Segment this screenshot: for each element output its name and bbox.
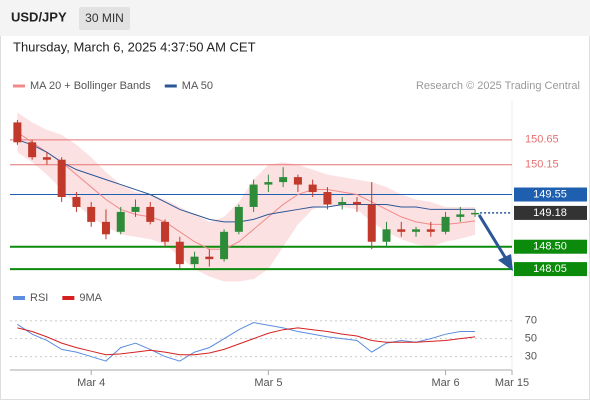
legend-label: MA 50	[182, 80, 213, 92]
candle-body	[87, 206, 96, 222]
symbol: USD/JPY	[11, 9, 67, 24]
candle-body	[456, 214, 465, 217]
candle-body	[72, 197, 81, 207]
interval-badge	[79, 7, 130, 30]
candle-body	[323, 192, 332, 205]
legend-label: RSI	[30, 292, 48, 304]
candle-body	[471, 212, 480, 215]
level-box	[514, 262, 587, 277]
last-price-label: 149.18	[533, 207, 567, 219]
candle-body	[234, 206, 243, 232]
x-tick-label: Mar 6	[431, 377, 459, 389]
x-tick-label: Mar 15	[495, 377, 529, 389]
moving-average	[17, 139, 476, 223]
candle-body	[146, 206, 155, 222]
candle-body	[175, 241, 184, 265]
candle-body	[205, 256, 214, 260]
y-tick-label: 30	[525, 350, 537, 362]
candle-body	[367, 204, 376, 242]
candle-body	[28, 142, 37, 158]
level-label: 148.05	[533, 263, 567, 275]
candle-body	[101, 221, 110, 235]
level-label: 149.55	[533, 188, 567, 200]
moving-average	[17, 131, 476, 250]
level-label: 150.15	[525, 159, 559, 171]
candle-body	[308, 184, 317, 193]
candle-body	[13, 122, 22, 143]
interval: 30 MIN	[85, 11, 124, 25]
candle-body	[116, 211, 125, 232]
candle-body	[426, 229, 435, 232]
candle-body	[338, 201, 347, 205]
rsi-line	[17, 322, 476, 362]
level-label: 148.50	[533, 241, 567, 253]
candle-body	[190, 256, 199, 265]
bollinger-band	[17, 112, 476, 282]
source: Research © 2025 Trading Central	[416, 80, 580, 92]
level-label: 150.65	[525, 134, 559, 146]
timestamp: Thursday, March 6, 2025 4:37:50 AM CET	[13, 39, 256, 54]
legend-label: MA 20 + Bollinger Bands	[30, 80, 151, 92]
candle-body	[161, 221, 170, 242]
candle-body	[397, 229, 406, 232]
level-box	[514, 187, 587, 202]
legend-swatch	[13, 296, 25, 300]
candle-body	[264, 182, 273, 185]
candle-body	[42, 157, 51, 160]
candle-body	[131, 206, 140, 212]
forecast-arrow	[477, 214, 510, 263]
level-box	[514, 239, 587, 254]
rsi-line	[17, 327, 476, 356]
last-price-box	[514, 205, 587, 220]
candle-body	[412, 229, 421, 232]
candle-body	[352, 201, 361, 205]
candle-body	[382, 229, 391, 242]
y-tick-label: 50	[525, 333, 537, 345]
candle-body	[279, 177, 288, 183]
x-tick-label: Mar 4	[77, 377, 105, 389]
candle-body	[293, 177, 302, 185]
legend-swatch	[62, 296, 75, 300]
candle-body	[57, 159, 66, 198]
candle-body	[220, 231, 229, 260]
forecast-arrowhead	[498, 254, 513, 271]
y-tick-label: 70	[525, 315, 537, 327]
candle-body	[249, 184, 258, 207]
candle-body	[441, 216, 450, 232]
x-tick-label: Mar 5	[254, 377, 282, 389]
legend-label: 9MA	[79, 292, 102, 304]
